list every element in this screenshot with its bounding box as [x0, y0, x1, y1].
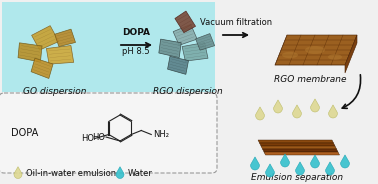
- Text: Oil-in-water emulsion: Oil-in-water emulsion: [26, 169, 116, 178]
- Text: DOPA: DOPA: [11, 128, 39, 138]
- FancyBboxPatch shape: [0, 93, 217, 173]
- Polygon shape: [274, 100, 282, 113]
- Polygon shape: [275, 35, 357, 65]
- Ellipse shape: [282, 52, 298, 58]
- Polygon shape: [18, 43, 42, 62]
- Polygon shape: [264, 152, 339, 155]
- Text: NH₂: NH₂: [153, 130, 169, 139]
- Polygon shape: [31, 58, 53, 78]
- Bar: [2, 2, 215, 92]
- Text: Emulsion separation: Emulsion separation: [251, 173, 343, 182]
- Polygon shape: [265, 164, 274, 177]
- Polygon shape: [14, 167, 22, 178]
- Polygon shape: [296, 162, 305, 175]
- Polygon shape: [328, 105, 338, 118]
- Polygon shape: [310, 99, 319, 112]
- Polygon shape: [173, 24, 197, 45]
- Polygon shape: [341, 155, 350, 168]
- Polygon shape: [325, 162, 335, 175]
- Polygon shape: [251, 157, 260, 170]
- Text: RGO dispersion: RGO dispersion: [153, 87, 223, 96]
- Polygon shape: [261, 146, 336, 149]
- Text: Water: Water: [128, 169, 153, 178]
- Text: HO: HO: [81, 134, 94, 143]
- Polygon shape: [32, 26, 59, 50]
- Polygon shape: [345, 35, 357, 73]
- Polygon shape: [175, 11, 195, 33]
- Text: DOPA: DOPA: [122, 28, 150, 37]
- Text: GO dispersion: GO dispersion: [23, 87, 87, 96]
- Polygon shape: [310, 155, 319, 168]
- Text: HO: HO: [92, 132, 105, 141]
- Polygon shape: [182, 43, 208, 61]
- Polygon shape: [159, 39, 181, 58]
- Polygon shape: [55, 29, 76, 47]
- Polygon shape: [116, 167, 124, 178]
- Polygon shape: [260, 143, 335, 146]
- Polygon shape: [256, 107, 265, 120]
- Polygon shape: [195, 34, 215, 50]
- Ellipse shape: [305, 46, 325, 54]
- Polygon shape: [167, 56, 189, 74]
- Text: pH 8.5: pH 8.5: [122, 47, 150, 56]
- Polygon shape: [258, 140, 333, 143]
- Polygon shape: [46, 45, 74, 64]
- Polygon shape: [262, 149, 338, 152]
- Text: Vacuum filtration: Vacuum filtration: [200, 18, 272, 27]
- Ellipse shape: [328, 54, 342, 60]
- Polygon shape: [293, 105, 302, 118]
- Text: RGO membrane: RGO membrane: [274, 75, 346, 84]
- Polygon shape: [280, 154, 290, 167]
